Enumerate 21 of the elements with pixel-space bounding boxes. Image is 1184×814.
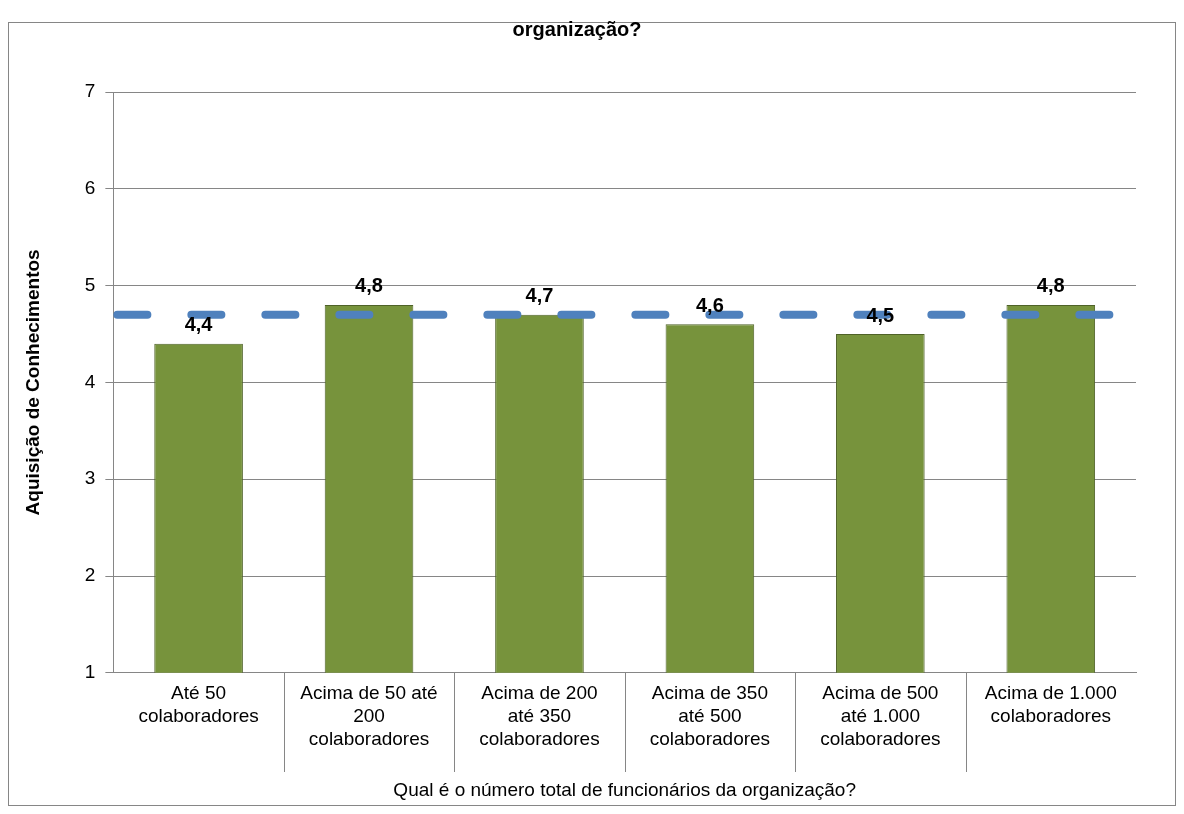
x-tick-label: Acima de 500 até 1.000 colaboradores — [820, 682, 941, 750]
data-label: 4,7 — [525, 284, 554, 307]
x-tick-label: Acima de 350 até 500 colaboradores — [649, 682, 771, 750]
y-axis-title: Aquisição de Conhecimentos — [21, 249, 43, 516]
y-tick-label: 3 — [84, 467, 96, 489]
y-tick-label: 1 — [84, 661, 96, 683]
data-label: 4,8 — [355, 274, 383, 297]
y-tick-label: 6 — [84, 177, 96, 199]
x-tick-label: Até 50 colaboradores — [138, 682, 259, 727]
y-tick-label: 5 — [84, 273, 96, 295]
chart-title: organização? — [512, 17, 642, 40]
x-axis-title: Qual é o número total de funcionários da organização? — [393, 778, 856, 800]
data-label: 4,6 — [696, 293, 724, 316]
y-tick-label: 7 — [84, 80, 96, 102]
x-tick-label: Acima de 200 até 350 colaboradores — [479, 682, 600, 750]
data-label: 4,8 — [1036, 274, 1065, 297]
y-tick-label: 2 — [84, 564, 96, 586]
data-label: 4,4 — [184, 313, 214, 336]
y-tick-label: 4 — [84, 370, 96, 392]
x-tick-label: Acima de 1.000 colaboradores — [984, 682, 1117, 727]
x-tick-label: Acima de 50 até 200 colaboradores — [300, 682, 438, 750]
